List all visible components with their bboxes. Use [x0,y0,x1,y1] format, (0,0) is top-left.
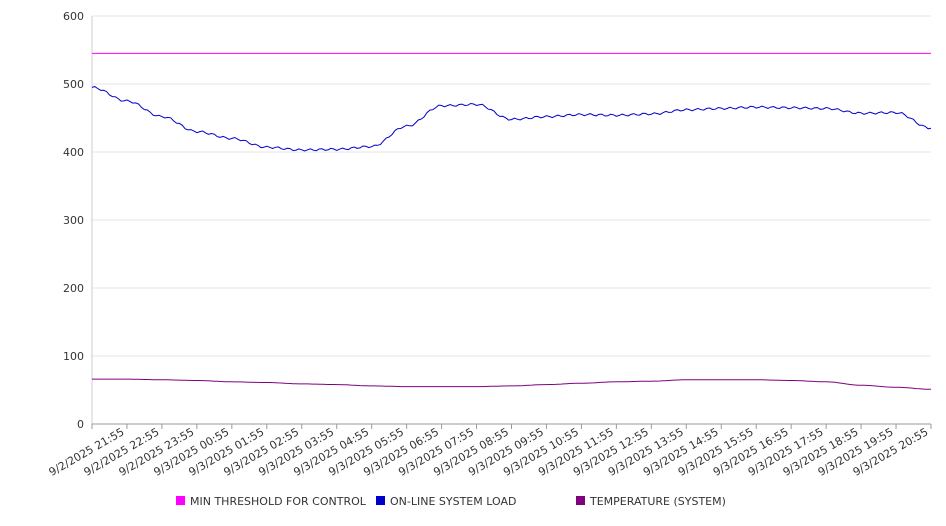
y-tick-label: 500 [63,78,84,91]
legend-label: ON-LINE SYSTEM LOAD [390,495,516,508]
legend-swatch [376,496,385,505]
series-line-1 [91,86,932,152]
legend-swatch [176,496,185,505]
y-tick-label: 300 [63,214,84,227]
x-axis-ticks: 9/2/2025 21:559/2/2025 22:559/2/2025 23:… [47,425,931,479]
y-tick-label: 0 [77,418,84,431]
legend: MIN THRESHOLD FOR CONTROL ON-LINE SYSTEM … [176,495,726,508]
y-tick-label: 400 [63,146,84,159]
legend-label: MIN THRESHOLD FOR CONTROL [190,495,367,508]
axes [91,16,932,429]
y-tick-label: 100 [63,350,84,363]
legend-swatch [576,496,585,505]
y-axis-ticks: 0 100 200 300 400 500 600 [63,10,84,431]
series-line-2 [92,378,931,390]
y-tick-label: 200 [63,282,84,295]
grid [92,15,931,357]
series-lines [91,52,932,390]
legend-label: TEMPERATURE (SYSTEM) [589,495,726,508]
y-tick-label: 600 [63,10,84,23]
